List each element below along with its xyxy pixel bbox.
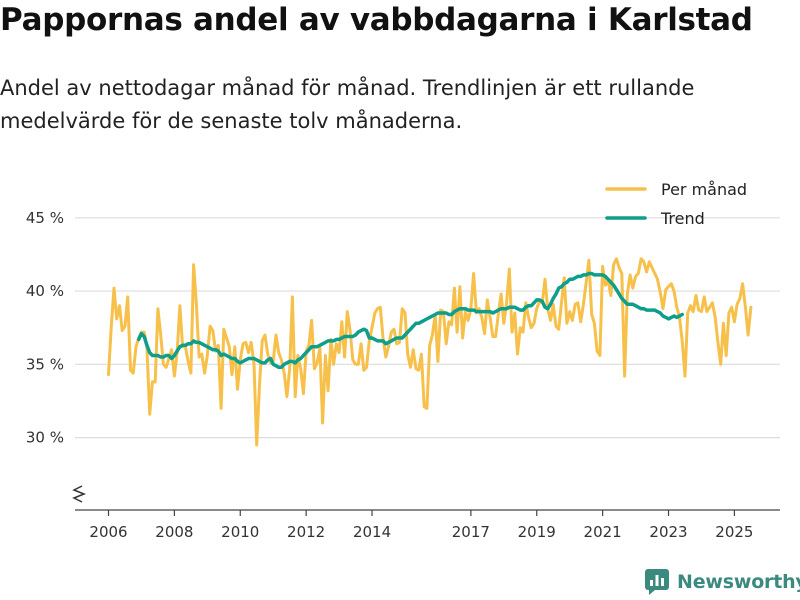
y-tick-label: 45 % [26,209,64,227]
chart-title: Pappornas andel av vabbdagarna i Karlsta… [0,2,753,38]
y-tick-label: 30 % [26,429,64,447]
x-tick-label: 2008 [155,523,193,541]
legend-item-trend: Trend [605,209,705,228]
x-tick-label: 2010 [221,523,259,541]
x-tick-label: 2017 [452,523,490,541]
y-tick-label: 35 % [26,355,64,373]
axis-break-icon [72,485,87,503]
legend: Per månad Trend [605,180,747,228]
x-tick-label: 2019 [518,523,556,541]
series-line-trend [136,271,684,370]
brand-name: Newsworthy [677,571,800,593]
series-line-per-manad [107,257,753,447]
x-tick-label: 2025 [715,523,753,541]
x-tick-label: 2021 [584,523,622,541]
x-tick-label: 2023 [649,523,687,541]
y-axis: 30 % 35 % 40 % 45 % [26,209,64,447]
newsworthy-logo-icon [645,569,669,595]
chart-subtitle: Andel av nettodagar månad för månad. Tre… [0,76,695,133]
x-tick-label: 2014 [353,523,391,541]
series [107,257,753,447]
legend-item-per-manad: Per månad [605,180,747,199]
legend-label-trend: Trend [660,209,705,228]
legend-label-per-manad: Per månad [661,180,747,199]
x-tick-label: 2006 [89,523,127,541]
brand-logo: Newsworthy [645,569,800,595]
y-tick-label: 40 % [26,282,64,300]
x-axis: 2006 2008 2010 2012 2014 2017 2019 2021 2023 2025 [72,485,780,541]
x-tick-label: 2012 [287,523,325,541]
